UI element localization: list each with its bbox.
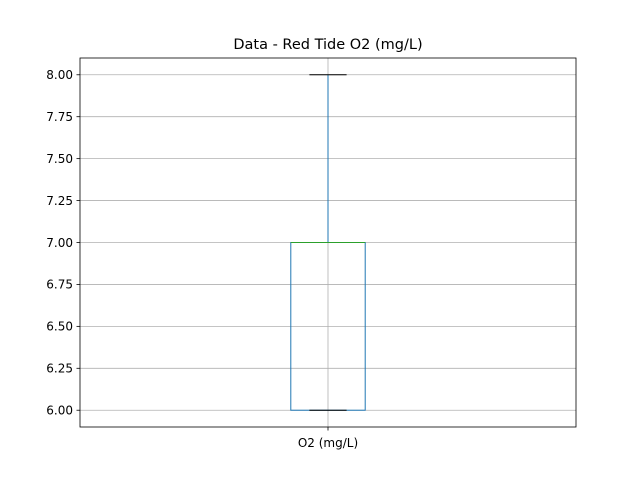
x-axis: O2 (mg/L)	[298, 427, 358, 450]
y-tick-label: 7.25	[46, 194, 73, 208]
y-axis: 6.00 6.25 6.50 6.75 7.00 7.25 7.50 7.75 8.00	[46, 68, 80, 418]
chart-title: Data - Red Tide O2 (mg/L)	[233, 37, 422, 53]
y-tick-label: 6.75	[46, 278, 73, 292]
y-tick-label: 7.50	[46, 152, 73, 166]
x-tick-label: O2 (mg/L)	[298, 436, 358, 450]
y-tick-label: 6.00	[46, 404, 73, 418]
y-tick-label: 6.50	[46, 320, 73, 334]
box-layer	[290, 74, 366, 411]
y-tick-label: 8.00	[46, 68, 73, 82]
y-tick-label: 7.00	[46, 236, 73, 250]
box-group	[290, 74, 366, 411]
y-tick-label: 6.25	[46, 362, 73, 376]
y-tick-label: 7.75	[46, 110, 73, 124]
